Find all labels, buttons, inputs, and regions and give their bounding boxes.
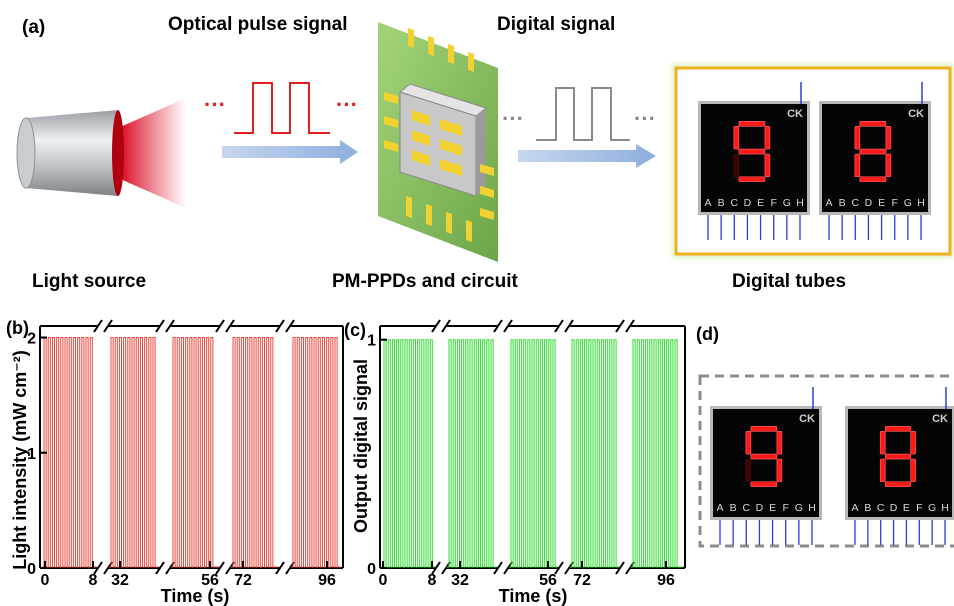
dots-right-red: ··· [336,92,358,117]
seven-segment-tube: CK A B C D E F G H [710,387,822,545]
panel-a-label: (a) [22,17,45,38]
svg-text:G: G [795,502,803,514]
svg-text:A: A [716,502,723,514]
dots-right-gray: ··· [634,106,656,131]
svg-text:F: F [892,197,898,209]
panel-c-ylabel: Output digital signal [351,359,371,533]
pulse-series-segment [570,339,619,568]
light-source-label: Light source [32,271,146,292]
pulse-series-segment [291,337,341,568]
seven-segment-tube: CK A B C D E F G H [698,82,810,240]
dots-left-red: ··· [204,92,226,117]
panel-b-ylabel: Light intensity (mW cm⁻²) [10,350,30,570]
svg-text:G: G [783,197,791,209]
svg-text:D: D [744,197,752,209]
pulse-series-segment [382,339,435,568]
svg-text:E: E [757,197,764,209]
pulse-series-segment [231,337,279,568]
pulse-series-segment [509,339,558,568]
svg-text:H: H [808,502,816,514]
x-tick-label: 0 [379,572,388,589]
svg-text:A: A [851,502,858,514]
light-source-icon [16,98,186,208]
svg-text:D: D [890,502,898,514]
x-tick-label: 56 [539,572,557,589]
x-tick-label: 32 [451,572,469,589]
panel-b-label: (b) [6,318,29,338]
optical-pulse-label: Optical pulse signal [168,14,348,35]
panel-b-chart: (b) Light intensity (mW cm⁻²) Time (s) 0… [6,318,344,606]
optical-pulse-waveform: ··· ··· [204,82,358,134]
svg-text:G: G [904,197,912,209]
panel-d-label: (d) [696,324,719,344]
device-label: PM-PPDs and circuit [332,271,518,292]
pulse-series-segment [447,339,497,568]
svg-text:E: E [769,502,776,514]
svg-text:C: C [851,197,859,209]
digital-signal-label: Digital signal [497,14,615,35]
svg-text:G: G [928,502,936,514]
y-tick-label: 1 [367,333,376,350]
pulse-series-segment [109,337,159,568]
x-tick-label: 32 [111,572,129,589]
x-tick-label: 8 [428,572,437,589]
svg-text:B: B [718,197,725,209]
svg-text:CK: CK [799,413,815,425]
seven-segment-tube: CK A B C D E F G H [845,387,954,545]
svg-text:B: B [730,502,737,514]
panel-d-frame [698,374,954,548]
x-tick-label: 96 [318,572,336,589]
arrow-right-icon [222,140,358,164]
pulse-series-segment [631,339,683,568]
svg-text:C: C [877,502,885,514]
svg-text:B: B [864,502,871,514]
svg-text:F: F [916,502,922,514]
x-tick-label: 96 [657,572,675,589]
x-tick-label: 0 [41,572,50,589]
x-tick-label: 72 [234,572,252,589]
y-tick-label: 2 [27,331,36,348]
y-tick-label: 0 [27,561,36,578]
svg-text:C: C [742,502,750,514]
tubes-label: Digital tubes [732,271,846,292]
svg-text:D: D [756,502,764,514]
svg-text:F: F [771,197,777,209]
pulse-series-segment [42,337,97,568]
svg-text:B: B [839,197,846,209]
svg-text:F: F [783,502,789,514]
digital-signal-waveform: ··· ··· [502,87,656,141]
chip-board-icon [378,22,498,262]
svg-text:D: D [865,197,873,209]
svg-text:H: H [941,502,949,514]
svg-text:A: A [704,197,711,209]
svg-text:E: E [903,502,910,514]
panel-c-chart: (c) Output digital signal Time (s) 0 1 0 8 3… [344,319,686,606]
svg-text:CK: CK [932,413,948,425]
x-tick-label: 8 [89,572,98,589]
svg-text:CK: CK [787,108,803,120]
svg-text:A: A [825,197,832,209]
x-tick-label: 72 [573,572,591,589]
svg-text:H: H [796,197,804,209]
dots-left-gray: ··· [502,106,524,131]
svg-text:E: E [878,197,885,209]
pulse-series-segment [171,337,219,568]
svg-text:CK: CK [908,108,924,120]
panel-b-xlabel: Time (s) [161,586,230,606]
seven-segment-tube: CK A B C D E F G H [819,82,931,240]
y-tick-label: 0 [367,561,376,578]
y-tick-label: 1 [27,446,36,463]
panel-c-label: (c) [344,320,366,340]
panel-c-xlabel: Time (s) [499,586,568,606]
x-tick-label: 56 [201,572,219,589]
svg-text:C: C [730,197,738,209]
svg-text:H: H [917,197,925,209]
arrow-right-icon [518,144,656,168]
panel-a: (a) Optical pulse signal Digital signal … [16,14,954,292]
